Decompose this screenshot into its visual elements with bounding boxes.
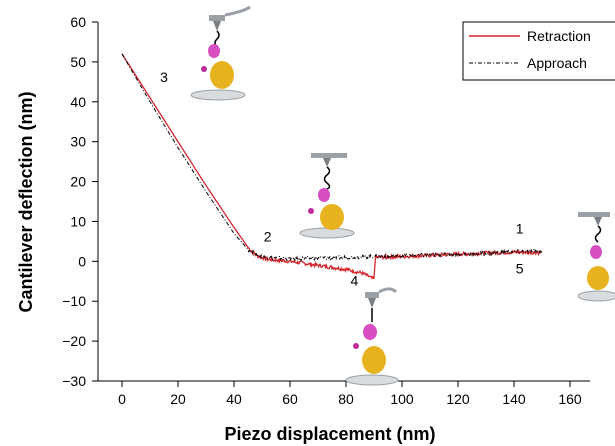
- annotation-label: 2: [264, 228, 272, 244]
- legend-label-approach: Approach: [527, 55, 587, 71]
- y-tick-label: −30: [62, 373, 86, 389]
- y-tick-label: 40: [70, 94, 86, 110]
- y-axis-title: Cantilever deflection (nm): [16, 91, 36, 312]
- x-tick-label: 40: [226, 391, 242, 407]
- legend-box: [462, 21, 615, 81]
- y-tick-label: −10: [62, 293, 86, 309]
- y-tick-label: 30: [70, 134, 86, 150]
- y-tick-label: 50: [70, 54, 86, 70]
- annotation-label: 3: [160, 69, 168, 85]
- x-tick-label: 160: [558, 391, 582, 407]
- x-axis-title: Piezo displacement (nm): [224, 424, 435, 444]
- y-tick-label: 10: [70, 213, 86, 229]
- x-axis-ticks: 0 20 40 60 80 100 120 140 160: [118, 381, 582, 407]
- x-tick-label: 60: [282, 391, 298, 407]
- x-tick-label: 120: [446, 391, 470, 407]
- x-tick-label: 140: [502, 391, 526, 407]
- y-tick-label: −20: [62, 333, 86, 349]
- y-tick-label: 20: [70, 174, 86, 190]
- y-axis-ticks: −30 −20 −10 0 10 20 30 40 50 60: [62, 14, 98, 389]
- x-tick-label: 100: [390, 391, 414, 407]
- afm-illustration-1-5: [577, 212, 615, 302]
- x-tick-label: 80: [338, 391, 354, 407]
- afm-illustration-4: [345, 287, 399, 386]
- afm-illustration-3: [190, 5, 251, 101]
- annotation-label: 1: [516, 220, 524, 236]
- curve-annotations: 3 2 1 4 5: [160, 69, 524, 288]
- x-tick-label: 20: [170, 391, 186, 407]
- series-line-approach: [121, 53, 543, 263]
- series-line-retraction: [121, 53, 543, 280]
- afm-illustration-2: [299, 153, 355, 239]
- annotation-label: 4: [351, 272, 359, 288]
- legend-label-retraction: Retraction: [527, 28, 591, 44]
- legend: Retraction Approach: [462, 21, 615, 81]
- x-tick-label: 0: [118, 391, 126, 407]
- annotation-label: 5: [516, 260, 524, 276]
- y-tick-label: 0: [78, 253, 86, 269]
- y-tick-label: 60: [70, 14, 86, 30]
- series-layer: [121, 53, 543, 280]
